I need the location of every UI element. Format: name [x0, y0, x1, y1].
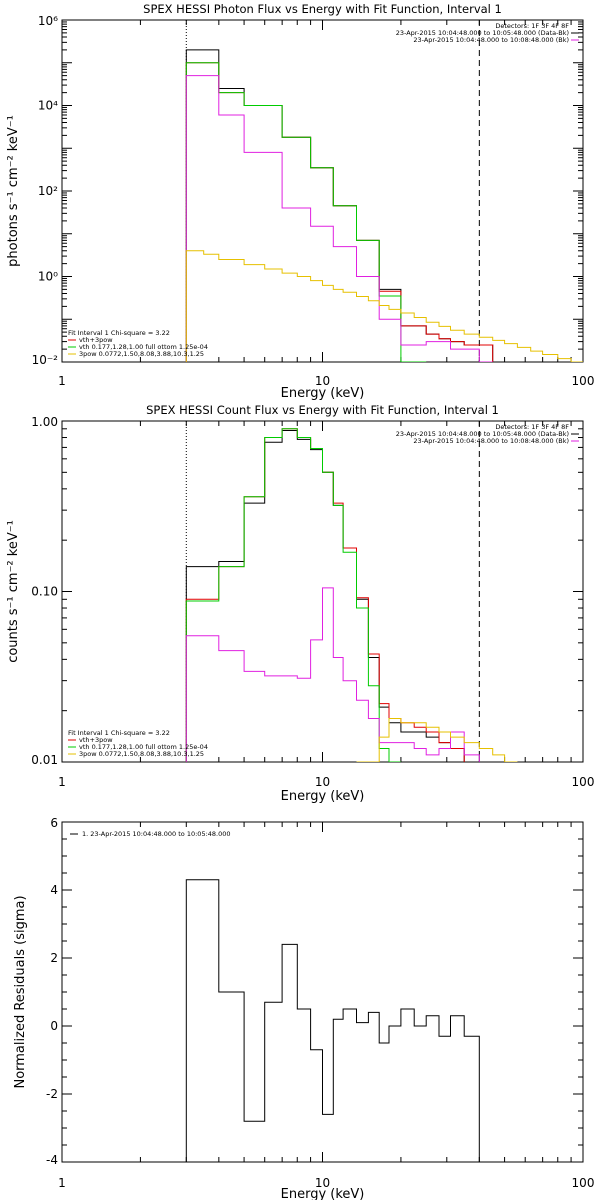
chart3-y-axis-label: Normalized Residuals (sigma): [13, 895, 28, 1088]
chart2-legend-entry: 3pow 0.0772,1.50,8.08,3.88,10.3,1.25: [79, 750, 204, 758]
chart2-legend-entry: vth+3pow: [79, 736, 113, 744]
chart2-legend-entry: vth 0.177,1.28,1.00 full ottom 1.25e-04: [79, 743, 208, 751]
chart2-y-tick-label: 1.00: [31, 415, 58, 429]
chart1-series-3-line: [185, 62, 427, 362]
chart2-legend-entry: Detectors: 1F 3F 4F 8F: [495, 423, 569, 431]
chart3-x-tick-label: 10: [315, 1176, 330, 1190]
chart3-x-axis-label: Energy (keV): [281, 1187, 365, 1200]
chart2-x-tick-label: 10: [315, 775, 330, 789]
chart2-series-3-line: [185, 428, 401, 762]
chart3-x-tick-label: 1: [58, 1176, 66, 1190]
chart2-x-tick-label: 100: [572, 775, 595, 789]
chart2-series-2-line: [185, 428, 465, 762]
chart1-x-tick-label: 1: [58, 374, 66, 388]
chart3-x-tick-label: 100: [572, 1176, 595, 1190]
chart1-series-5-line: [185, 250, 583, 362]
chart2-series-5-line: [356, 718, 518, 762]
chart1-x-tick-label: 10: [315, 374, 330, 388]
chart3-y-tick-label: 0: [50, 1019, 58, 1033]
chart2-legend-entry: 23-Apr-2015 10:04:48.000 to 10:08:48.000…: [413, 437, 569, 445]
chart1-title: SPEX HESSI Photon Flux vs Energy with Fi…: [143, 2, 502, 16]
chart1-x-tick-label: 100: [572, 374, 595, 388]
chart3-y-tick-label: -2: [46, 1087, 58, 1101]
chart1-legend-entry: vth 0.177,1.28,1.00 full ottom 1.25e-04: [79, 343, 208, 351]
chart1-legend-entry: vth+3pow: [79, 336, 113, 344]
chart1-y-tick-label: 10⁶: [38, 14, 58, 28]
chart1-legend-entry: Detectors: 1F 3F 4F 8F: [495, 22, 569, 30]
chart1-legend-entry: Fit Interval 1 Chi-square = 3.22: [68, 329, 170, 337]
chart3-y-tick-label: -4: [46, 1153, 58, 1167]
chart1-x-axis-label: Energy (keV): [281, 386, 365, 401]
chart2-series-4-line: [185, 587, 480, 762]
chart1-y-tick-label: 10²: [38, 184, 58, 198]
chart1-y-tick-label: 10⁴: [38, 99, 58, 113]
chart3-y-tick-label: 2: [50, 951, 58, 965]
chart3-y-tick-label: 6: [50, 816, 58, 830]
chart2-x-tick-label: 1: [58, 775, 66, 789]
chart1-y-tick-label: 10⁻²: [32, 353, 59, 367]
chart3-series-1-line: [185, 879, 480, 1162]
chart3-legend-entry: 1. 23-Apr-2015 10:04:48.000 to 10:05:48.…: [82, 830, 231, 838]
chart1-y-axis-label: photons s⁻¹ cm⁻² keV⁻¹: [6, 115, 21, 267]
chart2-legend-entry: Fit Interval 1 Chi-square = 3.22: [68, 729, 170, 737]
chart2-title: SPEX HESSI Count Flux vs Energy with Fit…: [146, 403, 499, 417]
chart1-series-2-line: [185, 62, 494, 362]
chart2-series-1-line: [185, 430, 465, 762]
chart2-x-axis-label: Energy (keV): [281, 789, 365, 804]
chart2-y-axis-label: counts s⁻¹ cm⁻² keV⁻¹: [6, 520, 21, 663]
chart1-plot-frame: [61, 19, 584, 363]
chart2-y-tick-label: 0.01: [31, 753, 58, 767]
chart2-y-tick-label: 0.10: [31, 585, 58, 599]
chart1-legend-entry: 3pow 0.0772,1.50,8.08,3.88,10.3,1.25: [79, 350, 204, 358]
chart2-legend-entry: 23-Apr-2015 10:04:48.000 to 10:05:48.000…: [396, 430, 569, 438]
chart1-legend-entry: 23-Apr-2015 10:04:48.000 to 10:08:48.000…: [413, 36, 569, 44]
chart1-series-4-line: [185, 75, 493, 362]
chart1-y-tick-label: 10⁰: [38, 270, 58, 284]
chart3-y-tick-label: 4: [50, 883, 58, 897]
chart1-legend-entry: 23-Apr-2015 10:04:48.000 to 10:05:48.000…: [396, 29, 569, 37]
